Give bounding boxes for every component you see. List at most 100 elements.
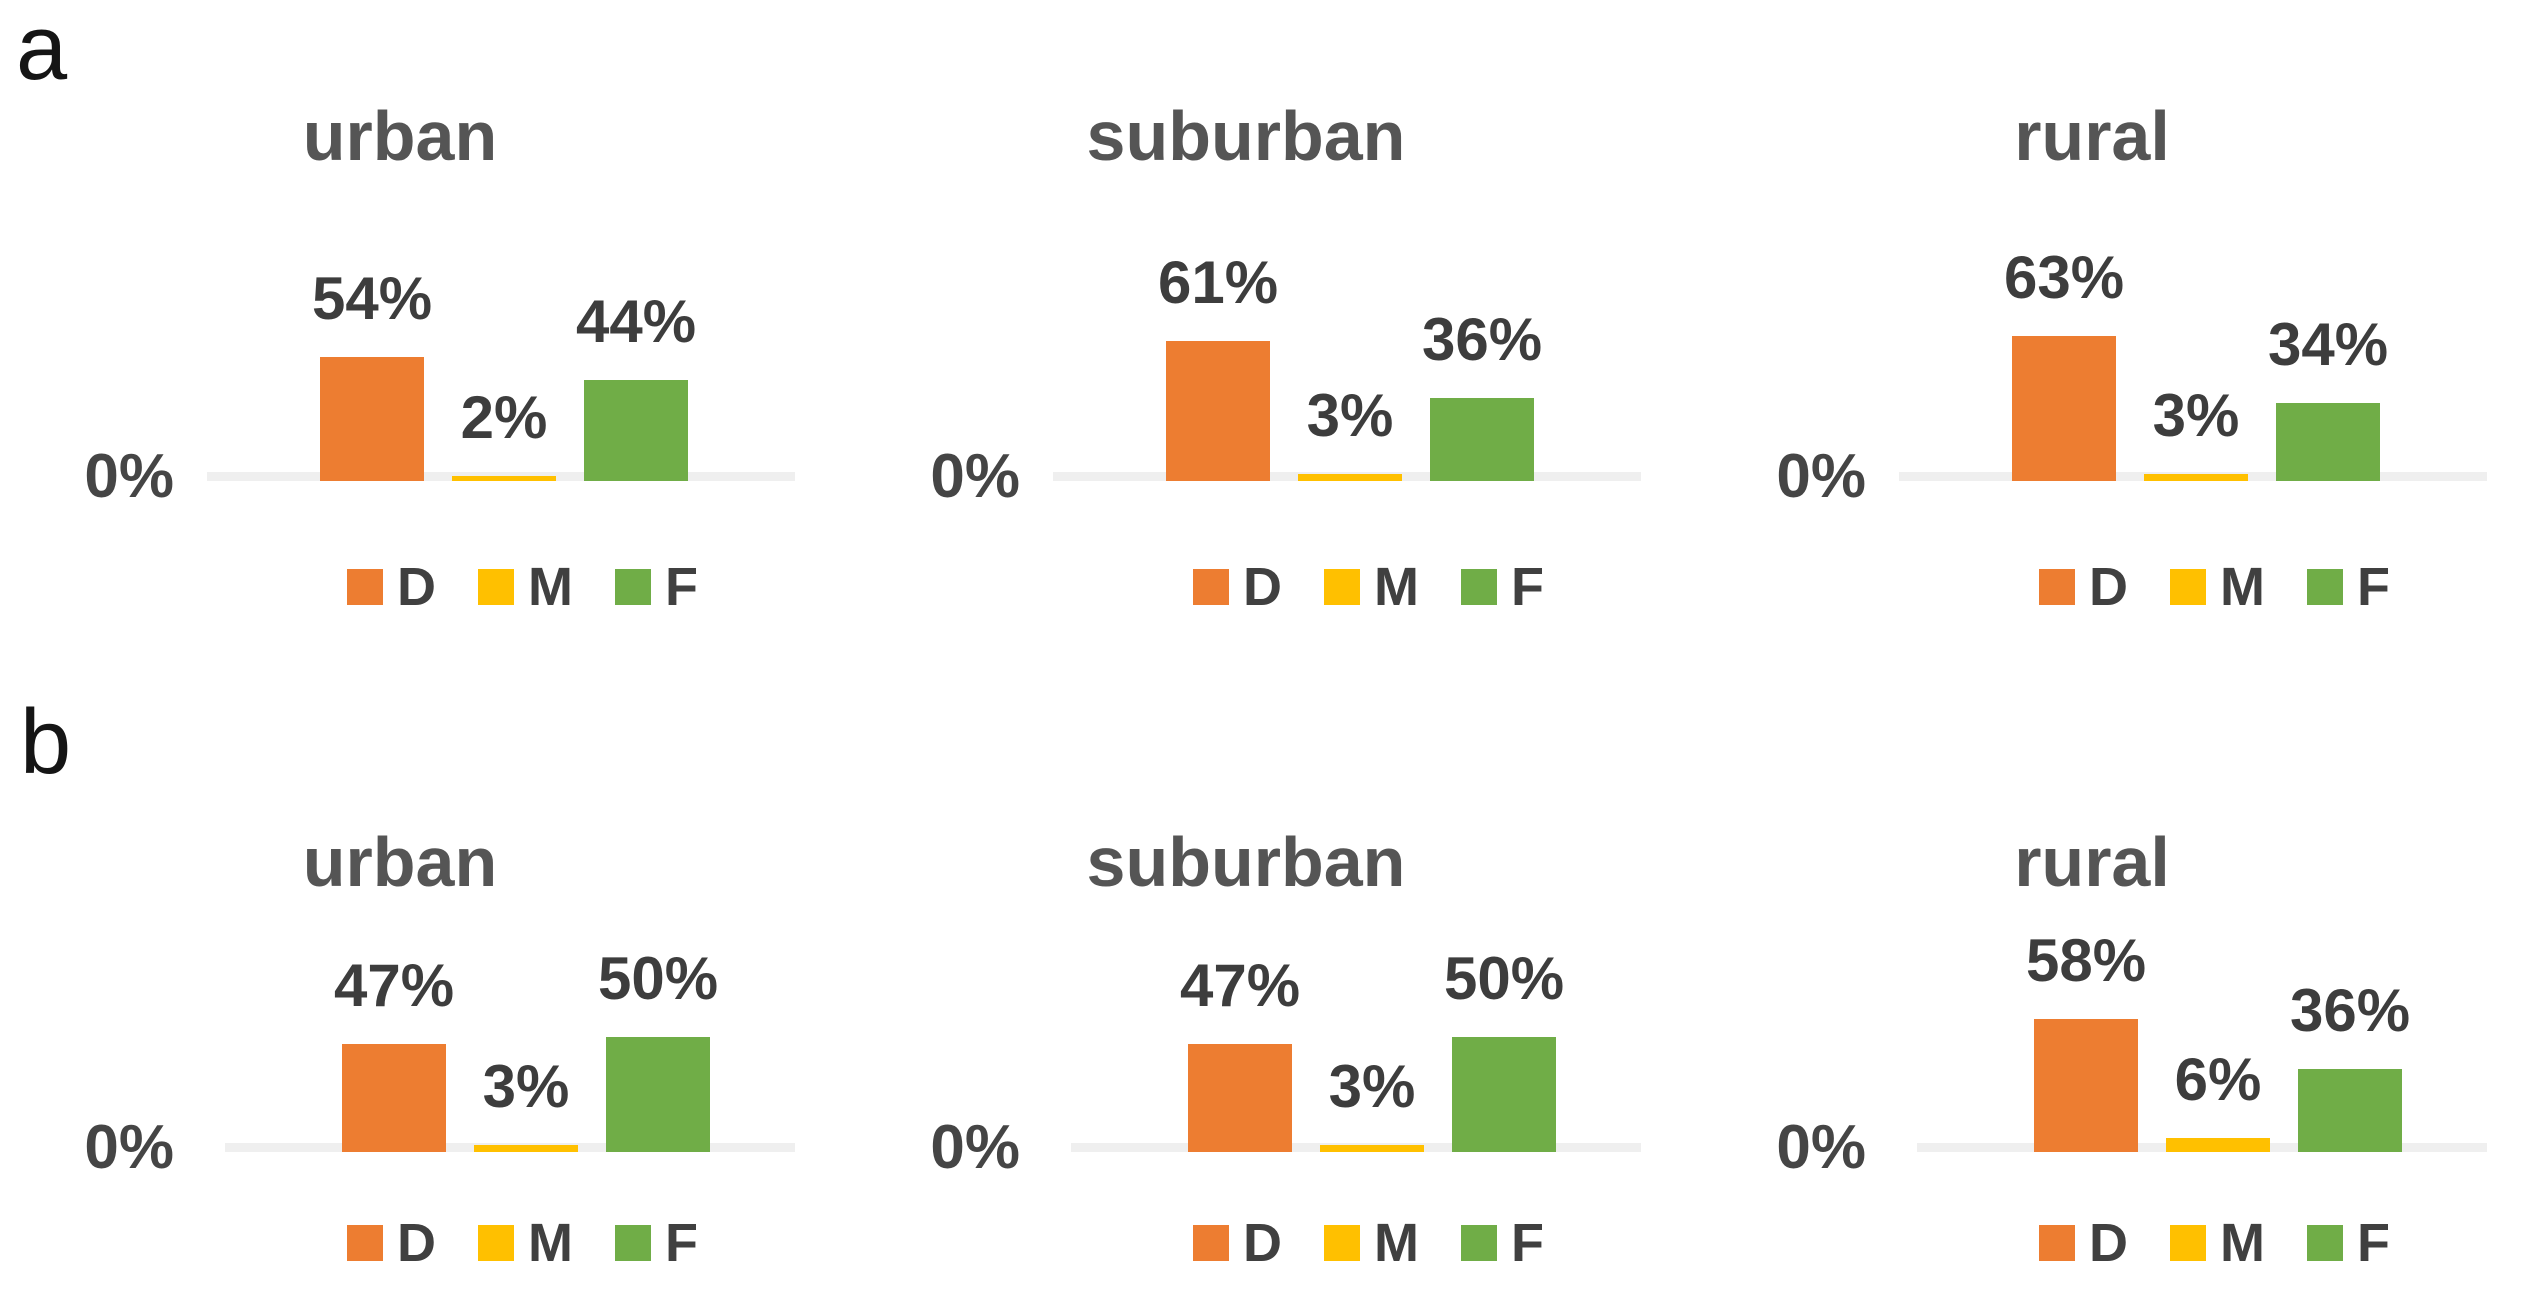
legend-item-label: D [397, 557, 436, 617]
bar-column-D: 47% [334, 956, 454, 1152]
bar-value-label: 3% [2152, 382, 2240, 449]
bar-column-F: 44% [576, 292, 696, 481]
bar-column-M: 3% [1320, 1057, 1424, 1152]
bar-M [2166, 1138, 2270, 1152]
bar-group: 47% 3% 50% [1180, 656, 1564, 1152]
legend-item-label: F [1510, 557, 1544, 617]
bar-value-label: 6% [2174, 1046, 2262, 1113]
legend-swatch-icon [347, 1225, 383, 1261]
legend-swatch-icon [1460, 1225, 1497, 1261]
legend-swatch-icon [2039, 569, 2075, 605]
chart-panel-b-suburban: suburban 0% 47% 3% 50% D M F [846, 656, 1691, 1312]
legend-swatch-icon [2170, 1225, 2206, 1261]
bar-value-label: 63% [2003, 244, 2125, 311]
legend-item-label: D [397, 1213, 436, 1273]
chart-panel-b-urban: urban 0% 47% 3% 50% D M F [0, 656, 845, 1312]
bar-column-D: 58% [2026, 931, 2146, 1152]
legend-item-D: D [2039, 560, 2128, 614]
bar-value-label: 3% [1306, 382, 1394, 449]
bar-value-label: 3% [1328, 1053, 1416, 1120]
legend-swatch-icon [347, 569, 383, 605]
bar-column-M: 3% [1298, 386, 1402, 481]
y-axis-zero-label: 0% [1776, 1113, 1866, 1182]
chart-title: rural [2014, 823, 2170, 901]
legend-item-label: F [2356, 557, 2390, 617]
bar-column-F: 36% [2290, 981, 2410, 1152]
legend-item-label: F [2356, 1213, 2390, 1273]
bar-column-M: 6% [2166, 1050, 2270, 1152]
bar-F [606, 1037, 710, 1152]
legend-item-label: D [2089, 557, 2128, 617]
bar-M [1320, 1145, 1424, 1152]
legend-item-M: M [1324, 560, 1419, 614]
panel-label-a: a [16, 0, 68, 99]
legend-swatch-icon [1324, 1225, 1360, 1261]
legend-item-label: M [2220, 557, 2265, 617]
bar-M [474, 1145, 578, 1152]
bar-value-label: 50% [1443, 945, 1565, 1012]
bar-column-F: 50% [1444, 949, 1564, 1152]
bar-column-F: 50% [598, 949, 718, 1152]
bar-column-M: 3% [2144, 386, 2248, 481]
bar-value-label: 58% [2025, 927, 2147, 994]
bar-D [320, 357, 424, 481]
legend-swatch-icon [2170, 569, 2206, 605]
legend-swatch-icon [1460, 569, 1497, 605]
bar-M [1298, 474, 1402, 481]
chart-title: rural [2014, 97, 2170, 175]
legend-swatch-icon [2306, 1225, 2343, 1261]
chart-title: urban [302, 823, 498, 901]
bar-value-label: 61% [1157, 249, 1279, 316]
legend-swatch-icon [1324, 569, 1360, 605]
y-axis-zero-label: 0% [84, 442, 174, 511]
bar-value-label: 2% [460, 384, 548, 451]
bar-column-F: 36% [1422, 310, 1542, 481]
bar-column-D: 61% [1158, 253, 1278, 481]
bar-value-label: 3% [482, 1053, 570, 1120]
bar-value-label: 50% [597, 945, 719, 1012]
y-axis-zero-label: 0% [930, 442, 1020, 511]
bar-value-label: 47% [1179, 952, 1301, 1019]
chart-title: suburban [1086, 97, 1406, 175]
legend-item-F: F [614, 560, 698, 614]
legend-item-label: D [2089, 1213, 2128, 1273]
legend-item-D: D [2039, 1216, 2128, 1270]
legend-item-F: F [2306, 1213, 2390, 1273]
legend-item-M: M [2170, 1216, 2265, 1270]
bar-column-D: 54% [312, 269, 432, 481]
legend-swatch-icon [614, 569, 651, 605]
y-axis-zero-label: 0% [1776, 442, 1866, 511]
bar-F [1430, 398, 1534, 481]
legend-swatch-icon [614, 1225, 651, 1261]
bar-column-D: 63% [2004, 248, 2124, 481]
bar-group: 58% 6% 36% [2026, 656, 2410, 1152]
legend-item-M: M [1324, 1216, 1419, 1270]
legend-item-M: M [2170, 560, 2265, 614]
legend-item-label: M [2220, 1213, 2265, 1273]
bar-F [584, 380, 688, 481]
bar-value-label: 44% [575, 288, 697, 355]
legend-swatch-icon [2306, 569, 2343, 605]
bar-value-label: 47% [333, 952, 455, 1019]
legend-item-label: D [1243, 1213, 1282, 1273]
bar-column-M: 2% [452, 388, 556, 481]
bar-group: 61% 3% 36% [1158, 0, 1542, 481]
legend-item-D: D [347, 1216, 436, 1270]
bar-M [2144, 474, 2248, 481]
panel-label-b: b [20, 691, 72, 793]
chart-panel-b-rural: rural 0% 58% 6% 36% D M F [1692, 656, 2537, 1312]
y-axis-zero-label: 0% [84, 1113, 174, 1182]
legend-item-D: D [347, 560, 436, 614]
bar-D [342, 1044, 446, 1152]
chart-title: suburban [1086, 823, 1406, 901]
legend-item-label: M [1374, 1213, 1419, 1273]
legend-item-D: D [1193, 560, 1282, 614]
legend-item-label: M [528, 557, 573, 617]
